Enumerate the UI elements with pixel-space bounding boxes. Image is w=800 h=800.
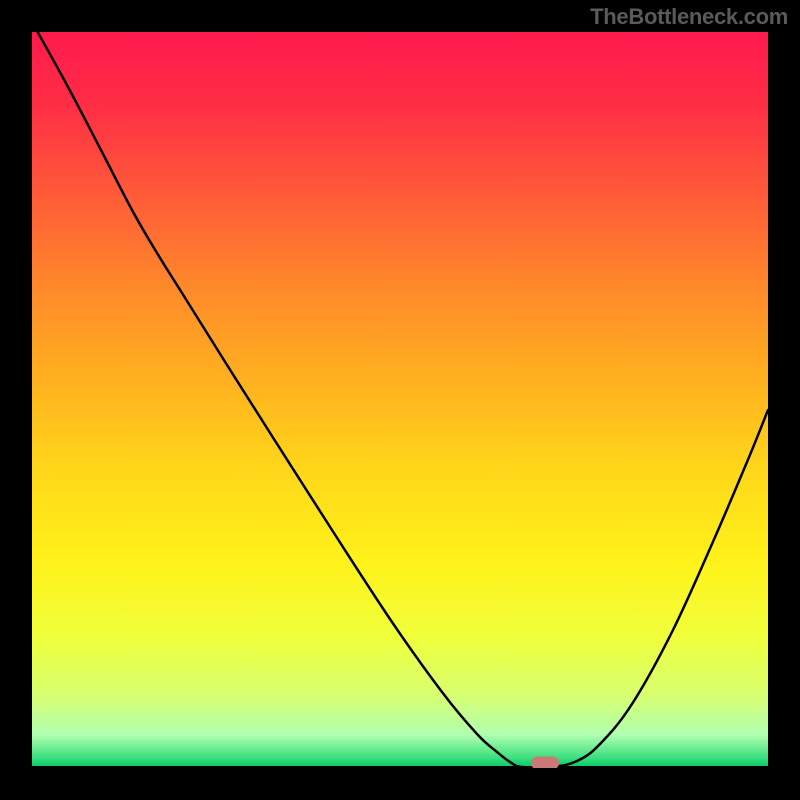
watermark-label: TheBottleneck.com bbox=[590, 4, 788, 30]
bottleneck-curve-plot bbox=[32, 32, 768, 768]
chart-frame: { "watermark": "TheBottleneck.com", "cha… bbox=[0, 0, 800, 800]
optimal-marker bbox=[531, 757, 559, 769]
